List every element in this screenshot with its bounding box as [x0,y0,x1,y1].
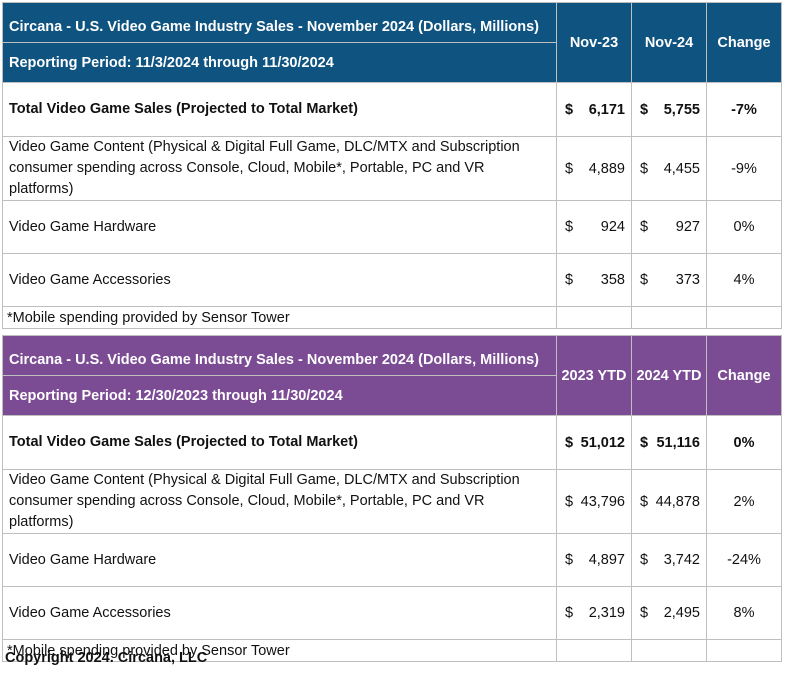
currency-symbol: $ [565,101,574,118]
value-curr: 3,742 [663,552,700,568]
reporting-period: Reporting Period: 11/3/2024 through 11/3… [2,42,557,83]
footnote: *Mobile spending provided by Sensor Towe… [2,306,557,329]
table-row: Total Video Game Sales (Projected to Tot… [2,415,782,470]
value-prev: 51,012 [580,434,625,451]
value-curr: 5,755 [663,101,700,118]
row-label: Video Game Content (Physical & Digital F… [2,469,557,534]
column-header-2024-ytd: 2024 YTD [631,335,707,416]
value-curr: 44,878 [655,493,700,510]
value-prev: 43,796 [580,493,625,510]
row-label: Video Game Accessories [2,253,557,307]
currency-symbol: $ [565,552,574,568]
value-curr: 2,495 [663,605,700,621]
row-label: Video Game Content (Physical & Digital F… [2,136,557,201]
change-value: 0% [706,200,782,254]
currency-symbol: $ [640,160,649,177]
monthly-sales-table: Circana - U.S. Video Game Industry Sales… [2,2,782,329]
value-prev: 924 [600,219,625,235]
value-prev: 4,889 [588,160,625,177]
column-header-nov-24: Nov-24 [631,2,707,83]
table-row: Video Game Hardware $4,897 $3,742 -24% [2,533,782,587]
value-prev: 2,319 [588,605,625,621]
table-row: Video Game Accessories $358 $373 4% [2,253,782,307]
row-label: Video Game Accessories [2,586,557,640]
copyright: Copyright 2024. Circana, LLC [5,650,208,666]
value-curr: 4,455 [663,160,700,177]
footnote: *Mobile spending provided by Sensor Towe… [2,639,557,662]
change-value: 4% [706,253,782,307]
reporting-period: Reporting Period: 12/30/2023 through 11/… [2,375,557,416]
table-title: Circana - U.S. Video Game Industry Sales… [2,2,557,43]
change-value: -7% [706,82,782,137]
change-value: 2% [706,469,782,534]
value-curr: 927 [675,219,700,235]
column-header-2023-ytd: 2023 YTD [556,335,632,416]
row-label: Total Video Game Sales (Projected to Tot… [2,415,557,470]
currency-symbol: $ [565,493,574,510]
value-curr: 373 [675,272,700,288]
currency-symbol: $ [640,552,649,568]
currency-symbol: $ [565,219,574,235]
value-prev: 6,171 [588,101,625,118]
currency-symbol: $ [565,434,574,451]
row-label: Total Video Game Sales (Projected to Tot… [2,82,557,137]
currency-symbol: $ [640,605,649,621]
change-value: -24% [706,533,782,587]
table-row: Video Game Content (Physical & Digital F… [2,136,782,201]
value-prev: 358 [600,272,625,288]
change-value: 0% [706,415,782,470]
change-value: 8% [706,586,782,640]
row-label: Video Game Hardware [2,533,557,587]
currency-symbol: $ [565,160,574,177]
change-value: -9% [706,136,782,201]
table-row: Total Video Game Sales (Projected to Tot… [2,82,782,137]
currency-symbol: $ [640,434,649,451]
value-prev: 4,897 [588,552,625,568]
value-curr: 51,116 [656,434,700,451]
currency-symbol: $ [640,493,649,510]
ytd-sales-table: Circana - U.S. Video Game Industry Sales… [2,335,782,662]
table-row: Video Game Hardware $924 $927 0% [2,200,782,254]
table-title: Circana - U.S. Video Game Industry Sales… [2,335,557,376]
currency-symbol: $ [640,101,649,118]
row-label: Video Game Hardware [2,200,557,254]
column-header-change: Change [706,2,782,83]
currency-symbol: $ [565,272,574,288]
column-header-change: Change [706,335,782,416]
table-row: Video Game Accessories $2,319 $2,495 8% [2,586,782,640]
currency-symbol: $ [640,272,649,288]
currency-symbol: $ [640,219,649,235]
table-row: Video Game Content (Physical & Digital F… [2,469,782,534]
column-header-nov-23: Nov-23 [556,2,632,83]
currency-symbol: $ [565,605,574,621]
